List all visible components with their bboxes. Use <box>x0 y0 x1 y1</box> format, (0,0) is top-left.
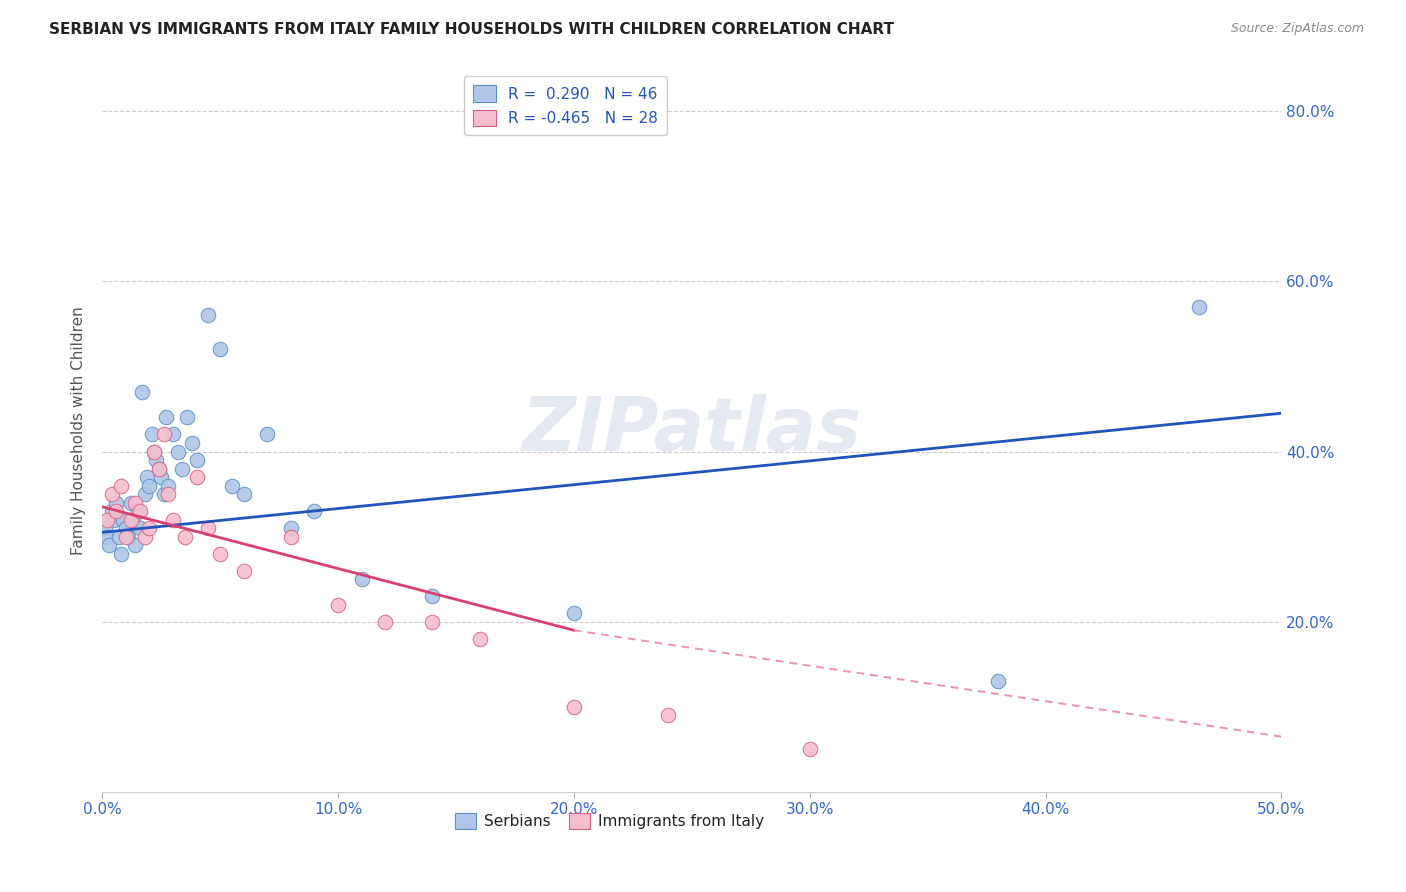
Point <box>124 538 146 552</box>
Point <box>280 521 302 535</box>
Point <box>103 513 125 527</box>
Point <box>155 410 177 425</box>
Point <box>209 547 232 561</box>
Point <box>176 410 198 425</box>
Point <box>93 521 115 535</box>
Point <box>197 521 219 535</box>
Point <box>114 530 136 544</box>
Point <box>148 461 170 475</box>
Point <box>98 538 121 552</box>
Text: Source: ZipAtlas.com: Source: ZipAtlas.com <box>1230 22 1364 36</box>
Point <box>105 495 128 509</box>
Point <box>562 699 585 714</box>
Point <box>987 674 1010 689</box>
Point <box>110 478 132 492</box>
Point <box>117 530 139 544</box>
Point <box>138 521 160 535</box>
Point <box>374 615 396 629</box>
Legend: Serbians, Immigrants from Italy: Serbians, Immigrants from Italy <box>449 806 770 835</box>
Point <box>221 478 243 492</box>
Point <box>145 453 167 467</box>
Point <box>120 495 142 509</box>
Point <box>114 521 136 535</box>
Point <box>120 513 142 527</box>
Point <box>422 589 444 603</box>
Point <box>110 547 132 561</box>
Point <box>180 436 202 450</box>
Point <box>186 453 208 467</box>
Point <box>143 444 166 458</box>
Point <box>280 530 302 544</box>
Text: ZIPatlas: ZIPatlas <box>522 393 862 467</box>
Point <box>134 487 156 501</box>
Point <box>105 504 128 518</box>
Point <box>468 632 491 646</box>
Point <box>141 427 163 442</box>
Point <box>173 530 195 544</box>
Point <box>172 461 194 475</box>
Point <box>657 708 679 723</box>
Point <box>129 504 152 518</box>
Text: SERBIAN VS IMMIGRANTS FROM ITALY FAMILY HOUSEHOLDS WITH CHILDREN CORRELATION CHA: SERBIAN VS IMMIGRANTS FROM ITALY FAMILY … <box>49 22 894 37</box>
Point <box>326 598 349 612</box>
Point <box>134 530 156 544</box>
Point <box>96 513 118 527</box>
Point <box>186 470 208 484</box>
Point <box>107 530 129 544</box>
Point <box>124 495 146 509</box>
Point <box>256 427 278 442</box>
Point <box>143 444 166 458</box>
Point <box>152 427 174 442</box>
Point <box>166 444 188 458</box>
Point <box>209 343 232 357</box>
Point <box>96 530 118 544</box>
Point <box>150 470 173 484</box>
Point <box>112 513 135 527</box>
Point <box>157 478 180 492</box>
Point <box>422 615 444 629</box>
Point <box>136 470 159 484</box>
Point <box>232 564 254 578</box>
Point <box>148 461 170 475</box>
Point <box>138 478 160 492</box>
Point <box>799 742 821 756</box>
Point <box>350 572 373 586</box>
Point <box>129 521 152 535</box>
Point <box>100 487 122 501</box>
Point <box>131 384 153 399</box>
Point <box>232 487 254 501</box>
Point <box>162 427 184 442</box>
Point <box>562 606 585 620</box>
Point <box>157 487 180 501</box>
Point <box>127 504 149 518</box>
Point <box>122 513 145 527</box>
Point <box>152 487 174 501</box>
Point <box>162 513 184 527</box>
Point <box>1188 300 1211 314</box>
Point <box>304 504 326 518</box>
Point <box>100 504 122 518</box>
Y-axis label: Family Households with Children: Family Households with Children <box>72 306 86 555</box>
Point <box>197 309 219 323</box>
